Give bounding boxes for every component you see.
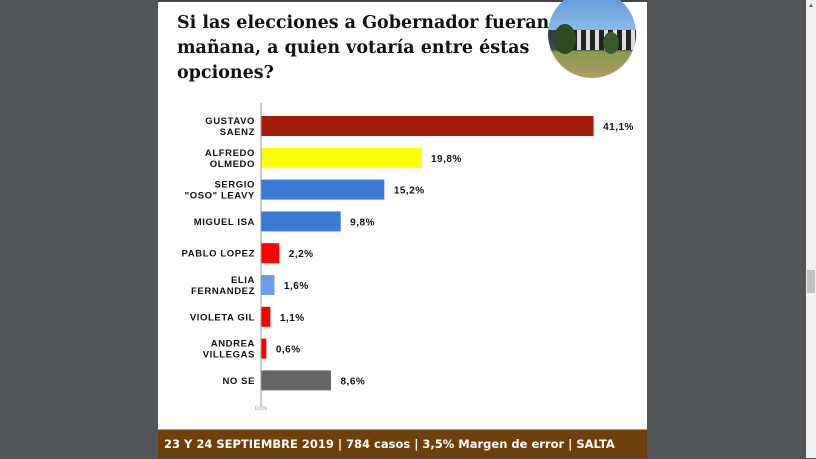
bar <box>261 275 275 295</box>
data-label: 2,2% <box>289 249 314 260</box>
category-label: GUSTAVO SAENZ <box>205 116 255 138</box>
data-label: 9,8% <box>350 217 375 228</box>
data-label: 1,6% <box>284 281 309 292</box>
data-label: 41,1% <box>603 122 634 133</box>
bar <box>261 211 341 232</box>
bar-chart: 0,0% GUSTAVO SAENZ 41,1% ALFREDO OLMEDO 19,8% S… <box>182 103 634 412</box>
bar <box>261 179 385 200</box>
scroll-thumb[interactable] <box>807 270 815 293</box>
category-label: PABLO LOPEZ <box>182 249 255 260</box>
category-label: VIOLETA GIL <box>190 312 255 323</box>
data-label: 0,6% <box>276 345 301 356</box>
data-label: 15,2% <box>394 186 425 197</box>
category-label: ANDREA VILLEGAS <box>203 339 255 361</box>
bar <box>261 306 271 327</box>
poll-panel: Si las elecciones a Gobernador fueran ma… <box>158 0 647 458</box>
axis-tick-label: 0,0% <box>255 406 268 412</box>
data-label: 1,1% <box>280 313 305 324</box>
category-label: ELIA FERNANDEZ <box>191 275 255 297</box>
category-label: SERGIO "OSO" LEAVY <box>185 180 255 202</box>
scrollbar[interactable]: ▲ <box>806 0 816 458</box>
category-label: MIGUEL ISA <box>194 217 255 228</box>
chart-title: Si las elecciones a Gobernador fueran ma… <box>177 13 550 83</box>
data-label: 8,6% <box>340 376 365 387</box>
bar <box>261 338 267 359</box>
bar <box>261 370 331 391</box>
bar <box>261 243 280 264</box>
bar <box>261 116 594 136</box>
bar <box>261 147 422 168</box>
scroll-up-arrow-icon[interactable]: ▲ <box>808 3 814 9</box>
data-label: 19,8% <box>431 154 462 165</box>
category-label: ALFREDO OLMEDO <box>205 148 255 170</box>
building-photo <box>548 0 636 78</box>
category-label: NO SE <box>222 376 255 387</box>
footer-info: 23 Y 24 SEPTIEMBRE 2019 | 784 casos | 3,… <box>158 429 647 458</box>
